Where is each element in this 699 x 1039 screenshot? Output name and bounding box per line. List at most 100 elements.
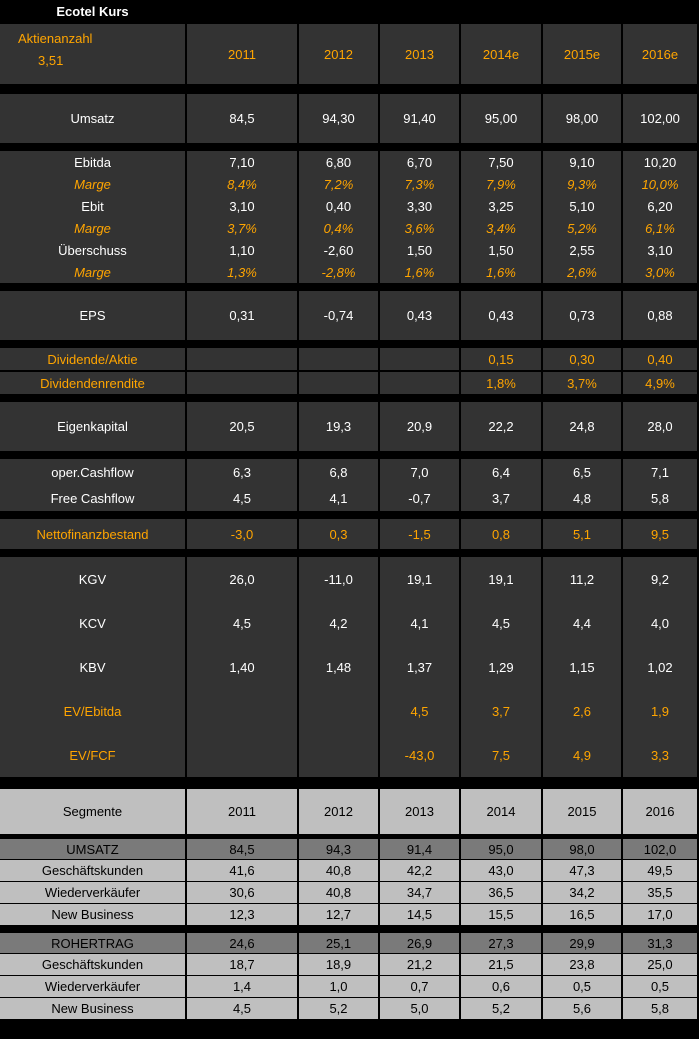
- value-cell: 1,02: [623, 645, 697, 689]
- value-cell: [187, 348, 297, 370]
- value-cell: 6,4: [461, 459, 541, 485]
- value-cell: 25,1: [299, 933, 378, 953]
- value-cell: 35,5: [623, 882, 697, 903]
- value-cell: 9,3%: [543, 173, 621, 195]
- value-cell: 1,50: [461, 239, 541, 261]
- value-cell: 31,3: [623, 933, 697, 953]
- row-label: EV/FCF: [0, 733, 185, 777]
- value-cell: 49,5: [623, 860, 697, 881]
- row-label: KGV: [0, 557, 185, 601]
- row-label: Dividendenrendite: [0, 372, 185, 394]
- value-cell: 4,5: [187, 998, 297, 1019]
- value-cell: 7,10: [187, 151, 297, 173]
- table-row: Ebitda 7,10 6,80 6,70 7,50 9,10 10,20: [0, 151, 697, 173]
- value-cell: 3,30: [380, 195, 459, 217]
- value-cell: 0,40: [623, 348, 697, 370]
- segment-row: Wiederverkäufer 30,6 40,8 34,7 36,5 34,2 35,5: [0, 882, 697, 903]
- table-block: Ebitda 7,10 6,80 6,70 7,50 9,10 10,20 Marge 8,4%…: [0, 151, 697, 283]
- value-cell: 7,3%: [380, 173, 459, 195]
- value-cell: [187, 733, 297, 777]
- value-cell: 9,2: [623, 557, 697, 601]
- share-count-label: Aktienanzahl: [18, 31, 93, 46]
- value-cell: 9,10: [543, 151, 621, 173]
- value-cell: 25,0: [623, 954, 697, 975]
- year-header: 2016e: [623, 24, 697, 84]
- value-cell: 0,15: [461, 348, 541, 370]
- value-cell: 84,5: [187, 94, 297, 143]
- value-cell: 7,1: [623, 459, 697, 485]
- value-cell: 98,0: [543, 839, 621, 859]
- value-cell: -0,7: [380, 485, 459, 511]
- value-cell: 1,48: [299, 645, 378, 689]
- row-label: Dividende/Aktie: [0, 348, 185, 370]
- year-header: 2012: [299, 24, 378, 84]
- value-cell: 3,7%: [543, 372, 621, 394]
- row-label: Überschuss: [0, 239, 185, 261]
- value-cell: [187, 372, 297, 394]
- row-label: Ebitda: [0, 151, 185, 173]
- value-cell: 6,80: [299, 151, 378, 173]
- value-cell: 0,73: [543, 291, 621, 340]
- value-cell: [380, 348, 459, 370]
- value-cell: 3,7: [461, 689, 541, 733]
- segment-total-row: ROHERTRAG 24,6 25,1 26,9 27,3 29,9 31,3: [0, 933, 697, 953]
- value-cell: 10,0%: [623, 173, 697, 195]
- value-cell: 0,31: [187, 291, 297, 340]
- value-cell: 4,5: [187, 485, 297, 511]
- value-cell: 0,43: [461, 291, 541, 340]
- value-cell: 3,10: [623, 239, 697, 261]
- value-cell: 0,88: [623, 291, 697, 340]
- value-cell: 20,5: [187, 402, 297, 451]
- segment-year-header: 2016: [623, 789, 697, 834]
- segment-year-header: 2014: [461, 789, 541, 834]
- value-cell: [299, 348, 378, 370]
- row-label: Umsatz: [0, 94, 185, 143]
- segments-title: Segmente: [0, 789, 185, 834]
- value-cell: 4,8: [543, 485, 621, 511]
- row-label: Ebit: [0, 195, 185, 217]
- table-row: Eigenkapital 20,5 19,3 20,9 22,2 24,8 28,0: [0, 402, 697, 451]
- table-row: Marge 8,4% 7,2% 7,3% 7,9% 9,3% 10,0%: [0, 173, 697, 195]
- value-cell: [187, 689, 297, 733]
- value-cell: 29,9: [543, 933, 621, 953]
- value-cell: 1,6%: [461, 261, 541, 283]
- value-cell: 0,5: [623, 976, 697, 997]
- value-cell: 12,7: [299, 904, 378, 925]
- row-label: Marge: [0, 261, 185, 283]
- table-block: Nettofinanzbestand -3,0 0,3 -1,5 0,8 5,1 9,5: [0, 519, 697, 549]
- table-row: KCV 4,5 4,2 4,1 4,5 4,4 4,0: [0, 601, 697, 645]
- value-cell: 2,6: [543, 689, 621, 733]
- value-cell: 19,1: [380, 557, 459, 601]
- value-cell: 3,3: [623, 733, 697, 777]
- value-cell: 12,3: [187, 904, 297, 925]
- table-block: oper.Cashflow 6,3 6,8 7,0 6,4 6,5 7,1 Free Cash…: [0, 459, 697, 511]
- value-cell: 42,2: [380, 860, 459, 881]
- segment-group: ROHERTRAG 24,6 25,1 26,9 27,3 29,9 31,3 Geschäf…: [0, 933, 697, 1019]
- value-cell: 1,29: [461, 645, 541, 689]
- value-cell: 5,2: [299, 998, 378, 1019]
- value-cell: 19,3: [299, 402, 378, 451]
- segment-year-header: 2013: [380, 789, 459, 834]
- value-cell: 4,0: [623, 601, 697, 645]
- table-block: Eigenkapital 20,5 19,3 20,9 22,2 24,8 28,0: [0, 402, 697, 451]
- segment-total-row: UMSATZ 84,5 94,3 91,4 95,0 98,0 102,0: [0, 839, 697, 859]
- segments-header-row: Segmente 2011 2012 2013 2014 2015 2016: [0, 789, 697, 834]
- value-cell: -43,0: [380, 733, 459, 777]
- table-row: oper.Cashflow 6,3 6,8 7,0 6,4 6,5 7,1: [0, 459, 697, 485]
- segment-row: New Business 4,5 5,2 5,0 5,2 5,6 5,8: [0, 998, 697, 1019]
- value-cell: 4,1: [380, 601, 459, 645]
- value-cell: 0,5: [543, 976, 621, 997]
- year-header: 2013: [380, 24, 459, 84]
- value-cell: 3,0%: [623, 261, 697, 283]
- table-row: Dividende/Aktie 0,15 0,30 0,40: [0, 348, 697, 370]
- year-header: 2011: [187, 24, 297, 84]
- value-cell: 5,2%: [543, 217, 621, 239]
- value-cell: 7,9%: [461, 173, 541, 195]
- value-cell: 3,10: [187, 195, 297, 217]
- value-cell: -2,8%: [299, 261, 378, 283]
- row-label: Nettofinanzbestand: [0, 519, 185, 549]
- value-cell: -11,0: [299, 557, 378, 601]
- value-cell: 30,6: [187, 882, 297, 903]
- value-cell: 4,5: [461, 601, 541, 645]
- value-cell: 7,0: [380, 459, 459, 485]
